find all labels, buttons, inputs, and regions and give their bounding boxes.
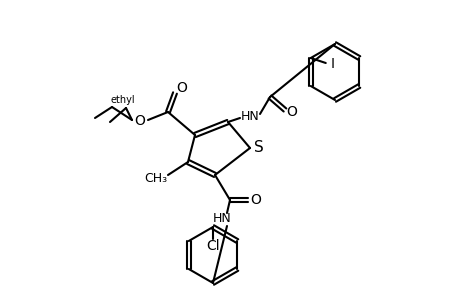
Text: I: I [330, 57, 334, 71]
Text: S: S [253, 140, 263, 154]
Text: O: O [176, 81, 187, 95]
Text: ethyl: ethyl [111, 95, 135, 105]
Text: CH₃: CH₃ [144, 172, 167, 184]
Text: O: O [286, 105, 297, 119]
Text: Cl: Cl [206, 239, 219, 253]
Text: O: O [134, 114, 145, 128]
Text: HN: HN [212, 212, 231, 226]
Text: O: O [250, 193, 261, 207]
Text: HN: HN [240, 110, 259, 122]
